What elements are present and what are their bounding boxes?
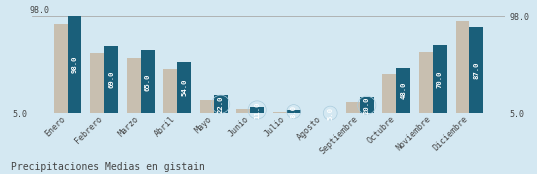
- Text: 65.0: 65.0: [144, 73, 150, 90]
- Text: 48.0: 48.0: [400, 82, 407, 99]
- Text: 22.0: 22.0: [217, 96, 223, 113]
- Text: Precipitaciones Medias en gistain: Precipitaciones Medias en gistain: [11, 162, 205, 172]
- Text: 8.0: 8.0: [291, 105, 297, 118]
- Bar: [163, 69, 177, 113]
- Bar: [455, 21, 469, 113]
- Bar: [382, 74, 396, 113]
- Bar: [287, 110, 301, 113]
- Bar: [360, 97, 374, 113]
- Text: 5.0: 5.0: [327, 106, 333, 120]
- Bar: [90, 53, 104, 113]
- Text: 98.0: 98.0: [71, 56, 77, 73]
- Bar: [396, 68, 410, 113]
- Text: 98.0: 98.0: [30, 6, 49, 15]
- Bar: [54, 24, 68, 113]
- Bar: [214, 95, 228, 113]
- Text: 20.0: 20.0: [364, 97, 370, 114]
- Bar: [236, 109, 250, 113]
- Bar: [433, 45, 447, 113]
- Text: 69.0: 69.0: [108, 71, 114, 88]
- Text: 70.0: 70.0: [437, 70, 443, 88]
- Bar: [346, 102, 360, 113]
- Bar: [250, 107, 264, 113]
- Text: 11.0: 11.0: [254, 101, 260, 119]
- Bar: [177, 62, 191, 113]
- Bar: [200, 100, 214, 113]
- Bar: [309, 113, 323, 114]
- Bar: [104, 46, 118, 113]
- Text: 54.0: 54.0: [181, 79, 187, 96]
- Bar: [68, 16, 82, 113]
- Bar: [141, 50, 155, 113]
- Bar: [469, 27, 483, 113]
- Text: 87.0: 87.0: [473, 62, 480, 79]
- Bar: [419, 52, 433, 113]
- Bar: [127, 58, 141, 113]
- Bar: [273, 112, 287, 113]
